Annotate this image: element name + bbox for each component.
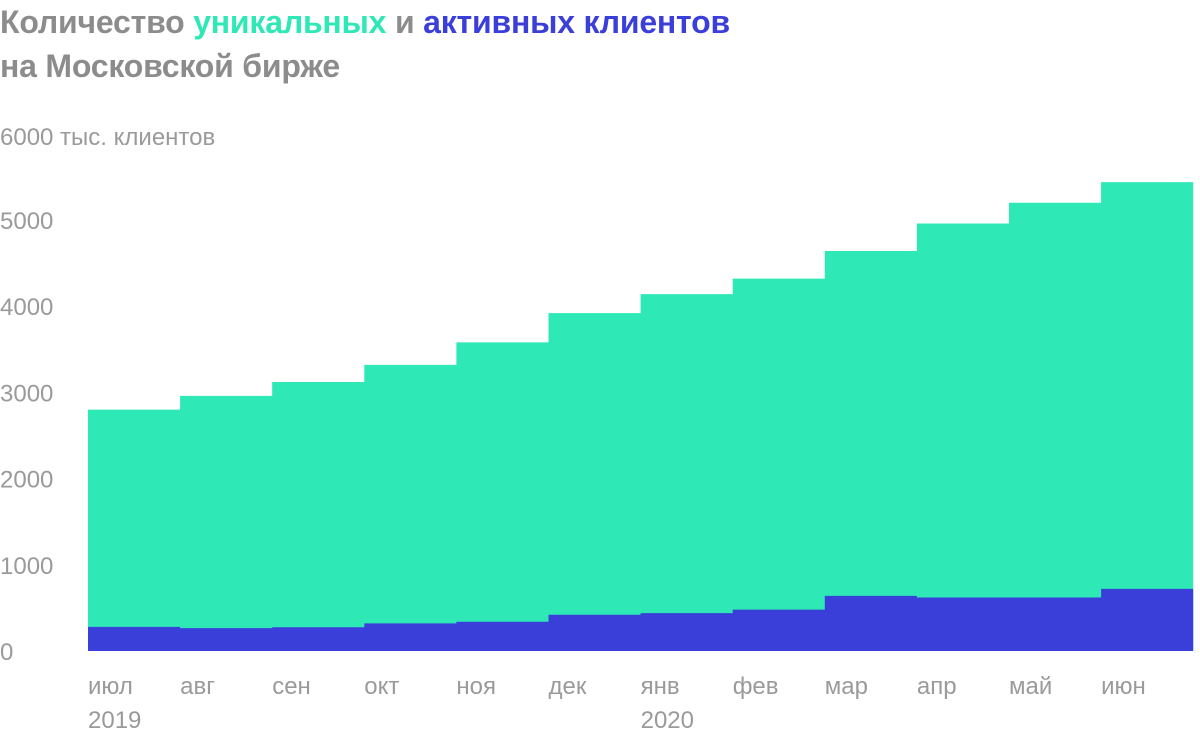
x-year-label: 2019 (88, 707, 141, 734)
title-part-1: Количество (0, 4, 194, 40)
y-tick-label: 1000 (0, 553, 53, 580)
x-tick-label: сен (272, 673, 311, 700)
y-tick-label: 5000 (0, 208, 53, 235)
title-line-2: на Московской бирже (0, 48, 340, 84)
x-tick-label: фев (733, 673, 779, 700)
y-tick-label: 4000 (0, 294, 53, 321)
x-tick-label: ноя (456, 673, 496, 700)
x-tick-label: апр (917, 673, 957, 700)
x-tick-label: май (1009, 673, 1052, 700)
x-tick-label: июн (1101, 673, 1146, 700)
chart-title: Количество уникальных и активных клиенто… (0, 0, 730, 88)
x-tick-label: янв (641, 673, 680, 700)
title-active-label: активных клиентов (423, 4, 730, 40)
title-part-3: и (386, 4, 424, 40)
y-axis-label: 6000 тыс. клиентов (0, 124, 216, 151)
x-tick-label: окт (364, 673, 399, 700)
x-tick-label: дек (549, 673, 587, 700)
title-unique-label: уникальных (193, 4, 387, 40)
x-tick-label: мар (825, 673, 868, 700)
x-tick-label: июл (88, 673, 133, 700)
unique-clients-area (88, 182, 1194, 651)
active-clients-area (88, 588, 1194, 651)
x-tick-label: авг (180, 673, 215, 700)
y-tick-label: 2000 (0, 467, 53, 494)
y-tick-label: 0 (0, 639, 13, 666)
y-tick-label: 3000 (0, 380, 53, 407)
x-year-label: 2020 (641, 707, 694, 734)
